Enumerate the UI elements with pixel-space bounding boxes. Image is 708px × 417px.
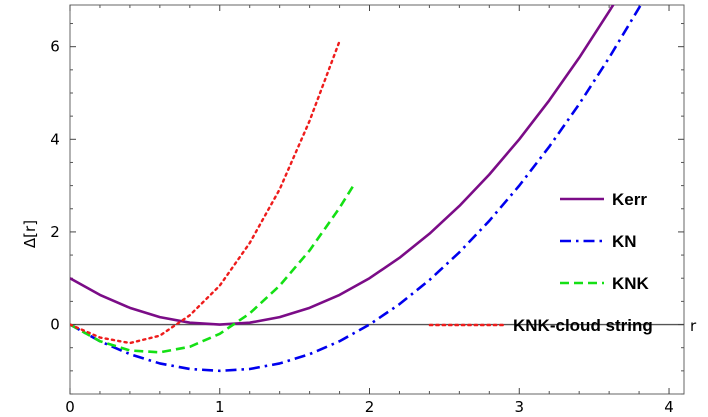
y-tick-label: 6 [50,38,60,56]
x-tick-label: 2 [365,398,375,416]
axis-ticks [69,5,684,395]
y-tick-label: 4 [50,130,60,148]
legend-label-kn: KN [612,232,637,251]
y-tick-label: 0 [50,316,60,334]
legend: Kerr KN KNK KNK-cloud string [428,190,653,335]
legend-label-kerr: Kerr [612,190,647,209]
series-line-knk [70,183,356,354]
y-tick-label: 2 [50,223,60,241]
x-tick-label: 0 [65,398,75,416]
series-line-knk-cloud-string [70,39,341,345]
y-axis-label: Δ[r] [21,220,39,248]
x-axis-label: r [690,317,697,335]
x-tick-label: 1 [215,398,225,416]
legend-label-knk-cloud-string: KNK-cloud string [513,316,653,335]
x-tick-label: 3 [514,398,524,416]
x-tick-label: 4 [664,398,674,416]
axis-tick-labels: 0 1 2 3 4 0 2 4 6 [50,38,674,416]
plot-frame [69,4,685,395]
series-line-kerr [70,5,615,326]
series-layer [70,5,643,373]
legend-label-knk: KNK [612,274,650,293]
